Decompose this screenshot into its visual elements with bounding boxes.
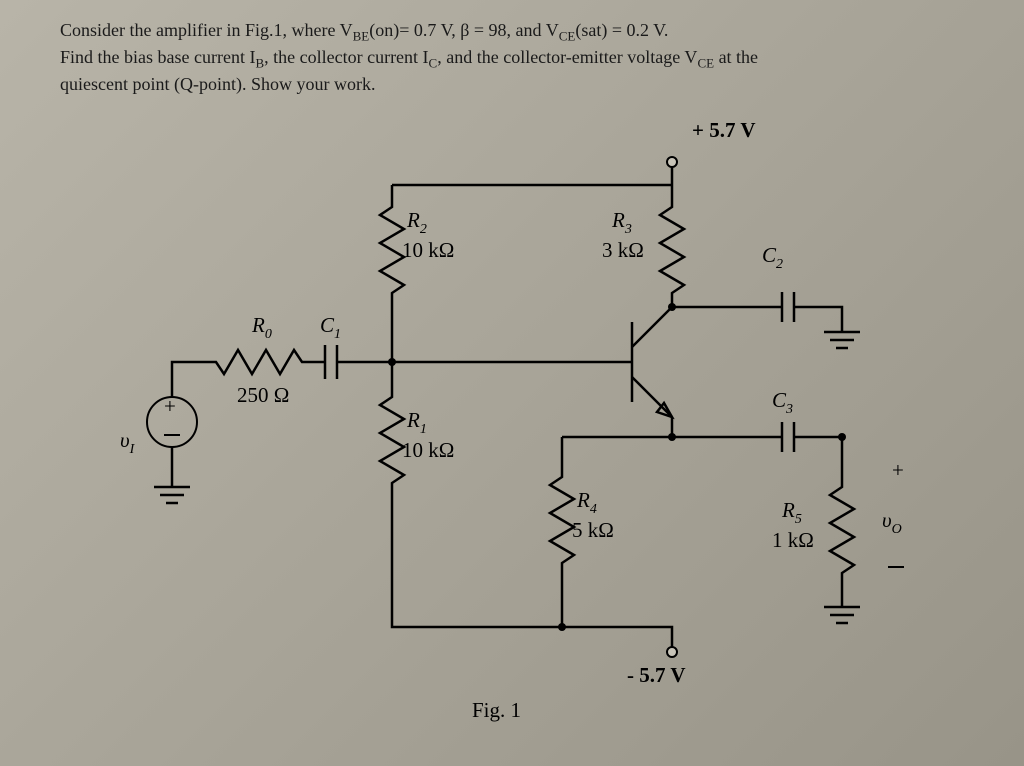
label-r2val: 10 kΩ	[402, 238, 454, 262]
resistor-r4	[550, 437, 574, 627]
label-c1: C1	[320, 313, 341, 342]
capacitor-c1	[325, 345, 337, 379]
text-line2d: at the	[714, 47, 758, 67]
label-r1val: 10 kΩ	[402, 438, 454, 462]
resistor-r1	[380, 387, 404, 537]
label-r3val: 3 kΩ	[602, 238, 644, 262]
sub-c: C	[429, 56, 438, 71]
label-r3: R3	[611, 208, 632, 237]
node-vo	[838, 433, 846, 441]
sub-ce1: CE	[559, 29, 576, 44]
label-c3: C3	[772, 388, 793, 417]
sub-b: B	[255, 56, 264, 71]
page-container: Consider the amplifier in Fig.1, where V…	[0, 0, 1024, 766]
capacitor-c2	[782, 292, 794, 322]
label-plus-vo: +	[892, 458, 904, 482]
wire-top-rail	[392, 167, 672, 202]
sub-ce2: CE	[697, 56, 714, 71]
ground-src	[154, 487, 190, 503]
label-r2: R2	[406, 208, 427, 237]
label-fig: Fig. 1	[472, 698, 521, 722]
capacitor-c3	[782, 422, 794, 452]
label-vo: υO	[882, 508, 902, 537]
node-vneg	[667, 647, 677, 657]
text-line3: quiescent point (Q-point). Show your wor…	[60, 74, 375, 94]
text-line1c: (sat) = 0.2 V.	[575, 20, 668, 40]
label-r1: R1	[406, 408, 427, 437]
ground-c2	[824, 332, 860, 348]
wire-bottom-rail	[392, 537, 672, 647]
resistor-r0	[197, 350, 325, 374]
resistor-r2	[380, 185, 404, 342]
label-r0val: 250 Ω	[237, 383, 289, 407]
label-vneg: - 5.7 V	[627, 663, 686, 687]
label-r4val: 5 kΩ	[572, 518, 614, 542]
node-bottom	[558, 623, 566, 631]
label-r4: R4	[576, 488, 597, 517]
circuit-diagram: + 5.7 V R2 10 kΩ R3 3 kΩ C2 R1 10 kΩ	[102, 107, 922, 727]
wire-to-src	[172, 362, 197, 397]
label-r5: R5	[781, 498, 802, 527]
text-line1a: Consider the amplifier in Fig.1, where V	[60, 20, 353, 40]
label-vpos: + 5.7 V	[692, 118, 756, 142]
label-r5val: 1 kΩ	[772, 528, 814, 552]
problem-statement: Consider the amplifier in Fig.1, where V…	[60, 18, 964, 97]
text-line2a: Find the bias base current I	[60, 47, 255, 67]
resistor-r5	[830, 477, 854, 607]
ground-r5	[824, 607, 860, 623]
resistor-r3	[660, 202, 684, 307]
wire-emitter-split	[562, 417, 782, 437]
text-line2b: , the collector current I	[264, 47, 428, 67]
label-vi: υI	[120, 428, 136, 457]
text-line2c: , and the collector-emitter voltage V	[437, 47, 697, 67]
wire-c3-out	[794, 437, 842, 477]
node-vpos	[667, 157, 677, 167]
label-r0: R0	[251, 313, 272, 342]
label-c2: C2	[762, 243, 783, 272]
label-src-plus: +	[164, 394, 176, 418]
sub-be: BE	[353, 29, 370, 44]
text-line1b: (on)= 0.7 V, β = 98, and V	[369, 20, 558, 40]
wire-emitter-lead	[632, 377, 672, 417]
wire-c2-gnd	[794, 307, 842, 332]
wire-collector-lead	[632, 307, 672, 347]
